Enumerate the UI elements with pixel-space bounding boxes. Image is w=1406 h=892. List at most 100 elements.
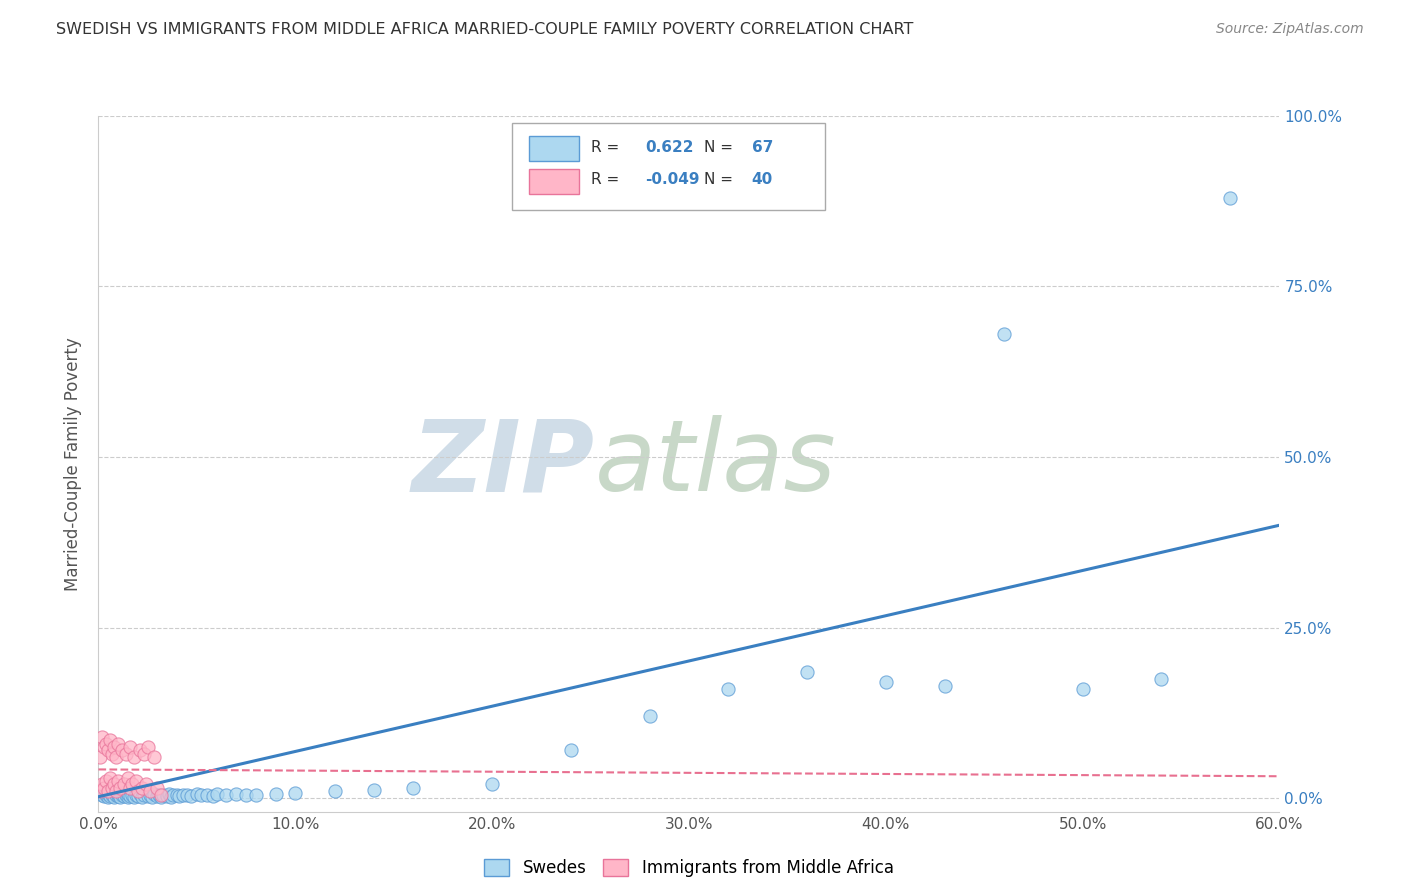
Point [103, 789, 125, 804]
Point [138, 788, 160, 802]
Point [1150, 672, 1173, 686]
Y-axis label: Married-Couple Family Poverty: Married-Couple Family Poverty [65, 337, 83, 591]
Point [97, 789, 120, 804]
Point [166, 788, 188, 802]
Point [156, 789, 179, 803]
Point [180, 789, 202, 803]
Point [121, 789, 143, 803]
Text: 0.622: 0.622 [645, 140, 693, 155]
Point [235, 789, 257, 803]
Point [107, 774, 129, 789]
Point [111, 789, 134, 803]
Point [105, 784, 128, 798]
Text: -0.049: -0.049 [645, 172, 700, 187]
Point [96, 774, 118, 789]
Point [132, 789, 155, 803]
Point [112, 777, 135, 791]
Point [138, 784, 160, 798]
Point [107, 789, 129, 803]
Text: R =: R = [591, 140, 624, 155]
Point [117, 771, 139, 785]
Point [245, 788, 267, 802]
Point [107, 787, 129, 801]
Point [101, 789, 124, 803]
FancyBboxPatch shape [530, 136, 579, 161]
Text: SWEDISH VS IMMIGRANTS FROM MIDDLE AFRICA MARRIED-COUPLE FAMILY POVERTY CORRELATI: SWEDISH VS IMMIGRANTS FROM MIDDLE AFRICA… [56, 22, 914, 37]
Legend: Swedes, Immigrants from Middle Africa: Swedes, Immigrants from Middle Africa [478, 852, 900, 883]
Point [128, 743, 150, 757]
Text: 40: 40 [752, 172, 773, 187]
Point [93, 739, 115, 754]
Point [157, 787, 180, 801]
Point [118, 780, 141, 795]
Point [97, 743, 120, 757]
Text: ZIP: ZIP [412, 416, 595, 512]
Point [131, 780, 153, 795]
Point [1071, 681, 1094, 696]
Point [108, 789, 131, 804]
Point [167, 789, 190, 803]
Point [225, 787, 247, 801]
Point [150, 788, 173, 802]
Point [125, 774, 148, 789]
Point [105, 750, 128, 764]
Point [205, 787, 228, 801]
Point [122, 789, 145, 804]
Point [323, 784, 346, 798]
Point [101, 747, 124, 761]
Point [875, 675, 897, 690]
Point [96, 789, 118, 803]
Point [146, 780, 169, 795]
Point [146, 789, 169, 803]
Point [132, 747, 155, 761]
Point [98, 771, 121, 785]
Point [284, 786, 307, 800]
Point [142, 787, 165, 801]
Point [162, 789, 184, 803]
Point [560, 743, 582, 757]
Point [136, 789, 159, 803]
FancyBboxPatch shape [530, 169, 579, 194]
Text: N =: N = [704, 140, 738, 155]
Point [215, 788, 238, 802]
Point [160, 789, 183, 804]
Point [91, 777, 114, 791]
Point [115, 747, 138, 761]
Point [934, 679, 956, 693]
Point [136, 739, 159, 754]
Point [993, 327, 1015, 342]
Point [93, 789, 115, 803]
Point [127, 784, 149, 798]
Point [128, 787, 150, 801]
Point [131, 789, 153, 804]
Point [101, 780, 124, 795]
Point [112, 789, 135, 803]
Point [152, 788, 174, 802]
Point [107, 737, 129, 751]
Point [127, 789, 149, 803]
Point [402, 780, 425, 795]
FancyBboxPatch shape [512, 123, 825, 210]
Point [142, 750, 165, 764]
Text: 67: 67 [752, 140, 773, 155]
Point [111, 743, 134, 757]
Point [117, 787, 139, 801]
Point [125, 788, 148, 802]
Point [481, 777, 503, 791]
Point [117, 789, 139, 804]
Point [186, 787, 208, 801]
Point [141, 789, 163, 804]
Point [108, 780, 131, 795]
Point [121, 777, 143, 791]
Point [98, 789, 121, 803]
Point [97, 784, 120, 798]
Point [796, 665, 818, 679]
Point [98, 733, 121, 747]
Point [91, 730, 114, 744]
Text: atlas: atlas [595, 416, 837, 512]
Point [105, 788, 128, 802]
Point [89, 784, 111, 798]
Point [115, 788, 138, 802]
Point [148, 789, 170, 803]
Point [93, 780, 115, 795]
